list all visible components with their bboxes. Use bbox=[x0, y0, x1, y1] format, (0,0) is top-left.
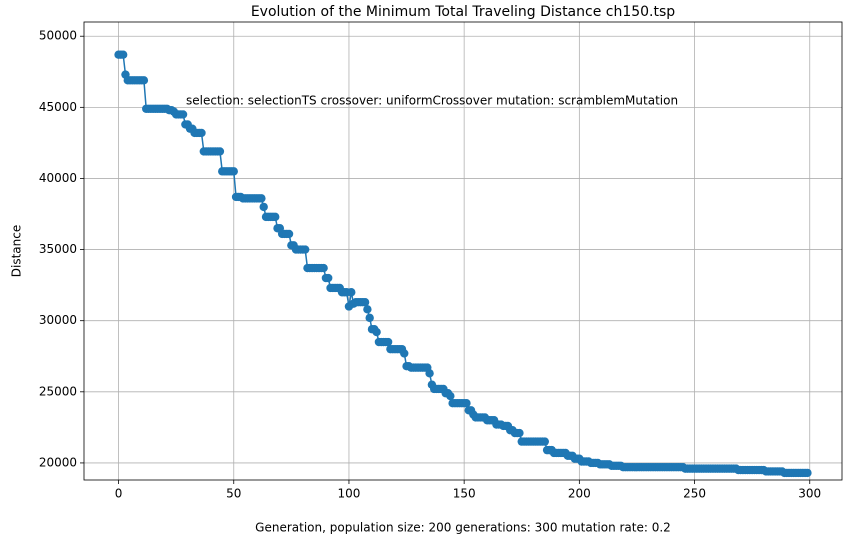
data-point bbox=[383, 337, 393, 347]
data-point bbox=[372, 327, 381, 337]
data-point bbox=[118, 50, 128, 59]
x-axis-label: Generation, population size: 200 generat… bbox=[255, 521, 671, 535]
plot-frame bbox=[83, 21, 843, 481]
y-tick-label: 30000 bbox=[39, 313, 77, 327]
chart-title: Evolution of the Minimum Total Traveling… bbox=[251, 4, 675, 20]
data-point bbox=[197, 128, 206, 138]
data-point bbox=[540, 437, 549, 446]
y-tick-label: 50000 bbox=[39, 29, 77, 43]
x-tick-label: 100 bbox=[338, 487, 361, 501]
data-point bbox=[284, 229, 294, 239]
data-point bbox=[515, 428, 524, 438]
y-tick-label: 35000 bbox=[39, 242, 77, 256]
y-axis-label: Distance bbox=[10, 225, 24, 277]
data-point bbox=[347, 288, 356, 297]
data-point bbox=[324, 273, 333, 283]
data-point bbox=[319, 263, 328, 273]
y-tick-label: 20000 bbox=[39, 455, 77, 469]
data-point bbox=[425, 369, 434, 378]
x-tick-label: 250 bbox=[683, 487, 706, 501]
x-tick-label: 0 bbox=[115, 487, 123, 501]
data-point bbox=[178, 110, 188, 119]
data-point bbox=[365, 313, 374, 323]
data-point bbox=[400, 349, 409, 358]
y-tick-label: 25000 bbox=[39, 384, 77, 398]
data-point bbox=[360, 298, 370, 307]
data-point bbox=[271, 212, 280, 222]
data-point bbox=[257, 194, 266, 203]
data-point bbox=[446, 391, 455, 401]
data-point bbox=[215, 147, 225, 156]
x-tick-label: 150 bbox=[453, 487, 476, 501]
x-tick-label: 300 bbox=[798, 487, 821, 501]
data-line bbox=[118, 53, 808, 474]
data-point bbox=[803, 468, 812, 478]
data-point bbox=[229, 167, 238, 176]
data-point bbox=[259, 202, 268, 212]
y-tick-label: 40000 bbox=[39, 171, 77, 185]
data-point bbox=[462, 398, 471, 408]
data-point bbox=[363, 305, 372, 314]
y-tick-label: 45000 bbox=[39, 100, 77, 114]
x-tick-label: 50 bbox=[226, 487, 241, 501]
data-point bbox=[139, 76, 149, 85]
data-point bbox=[300, 245, 310, 254]
x-tick-label: 200 bbox=[568, 487, 591, 501]
annotation: selection: selectionTS crossover: unifor… bbox=[186, 94, 678, 108]
